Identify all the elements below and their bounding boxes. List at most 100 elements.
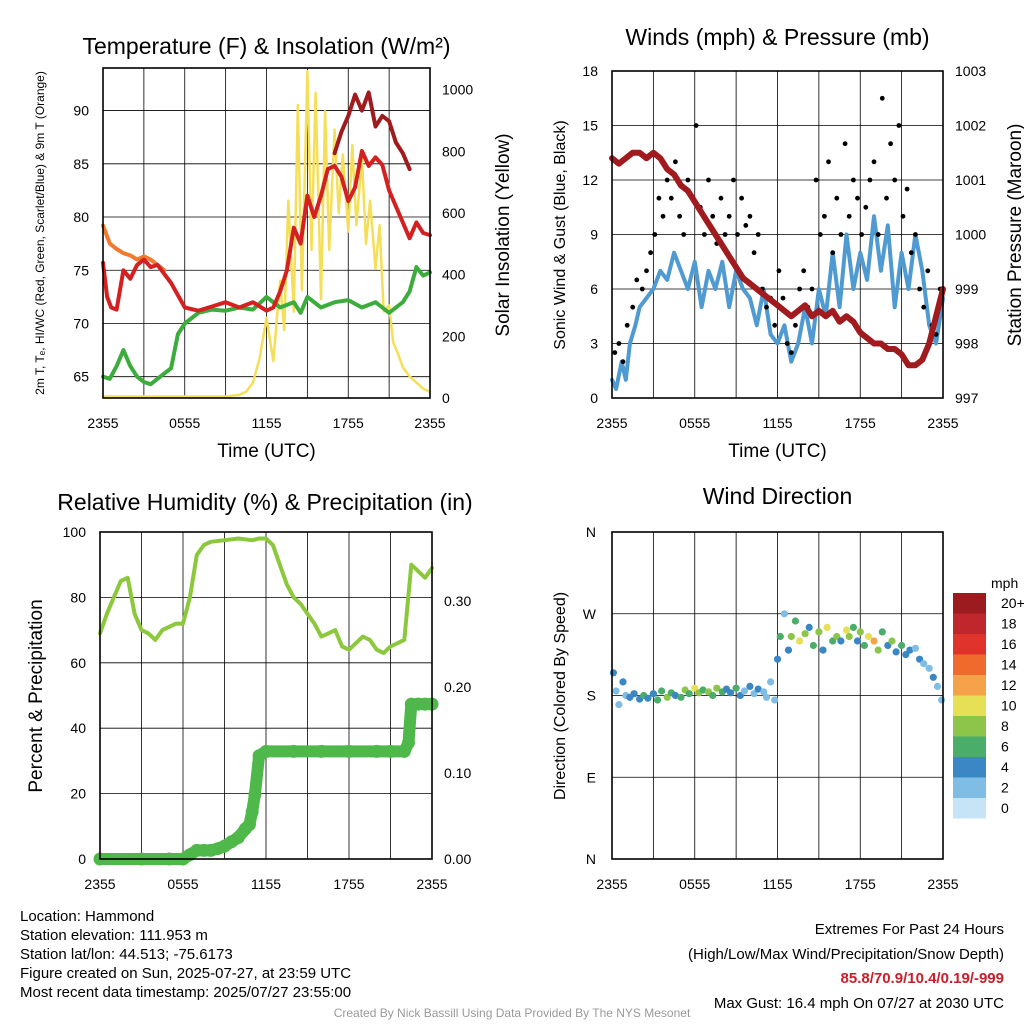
wind-direction-point: [746, 682, 754, 691]
gust-point: [743, 223, 749, 228]
gust-point: [702, 232, 707, 237]
gust-point: [681, 232, 687, 237]
legend-label: 12: [1001, 677, 1017, 693]
y-tick-label: 75: [73, 262, 89, 278]
created-text: Figure created on Sun, 2025-07-27, at 23…: [20, 965, 352, 982]
legend-swatch: [953, 634, 986, 655]
y-tick-label: S: [587, 688, 596, 704]
x-axis-label: Time (UTC): [728, 441, 827, 462]
wind-direction-point: [619, 678, 627, 686]
sonic-wind-line: [610, 214, 945, 391]
wind-direction-point: [929, 673, 937, 681]
gust-point: [630, 304, 636, 310]
x-tick-label: 0555: [679, 876, 710, 892]
y-tick-label: W: [583, 606, 597, 622]
gust-point: [888, 141, 893, 147]
wind-direction-point: [760, 688, 768, 696]
wind-direction-point: [609, 669, 618, 677]
gust-point: [616, 341, 622, 346]
x-tick-label: 2355: [84, 876, 115, 892]
x-tick-label: 2355: [927, 415, 958, 431]
wind-direction-point: [671, 691, 680, 700]
legend-swatch: [953, 757, 986, 778]
wind-direction-point: [884, 641, 892, 650]
gust-point: [879, 95, 885, 101]
y-tick-label: 12: [582, 172, 598, 188]
x-tick-label: 1155: [251, 415, 281, 431]
wind-direction-point: [819, 646, 827, 654]
wind-direction-point: [773, 655, 782, 663]
wind-direction-point: [780, 610, 789, 618]
max-gust-text: Max Gust: 16.4 mph On 07/27 at 2030 UTC: [713, 994, 1004, 1012]
gust-point: [706, 177, 711, 183]
gust-point: [685, 177, 691, 183]
wind-direction-point: [653, 696, 662, 704]
gust-point: [735, 232, 740, 237]
gust-point: [788, 350, 794, 355]
gust-point: [855, 195, 860, 201]
x-tick-label: 2355: [414, 415, 445, 431]
gust-point: [620, 359, 626, 365]
legend-label: 0: [1001, 800, 1009, 816]
y2-tick-label: 1002: [955, 118, 986, 134]
gust-point: [797, 286, 802, 292]
wind-direction-point: [874, 646, 882, 654]
gust-point: [801, 268, 807, 274]
y-tick-label: 15: [582, 118, 598, 134]
x-tick-label: 2355: [596, 876, 627, 892]
gust-point: [859, 232, 864, 237]
gust-point: [664, 177, 670, 183]
recent-text: Most recent data timestamp: 2025/07/27 2…: [20, 984, 352, 1001]
y-tick-label: 40: [70, 720, 86, 736]
y2-tick-label: 0: [442, 390, 450, 406]
gust-point: [851, 177, 856, 183]
x-tick-label: 0555: [169, 415, 200, 431]
x-tick-label: 2355: [927, 876, 958, 892]
wind-direction-point: [925, 664, 933, 672]
wind-direction-point: [685, 690, 693, 698]
legend-swatch: [953, 654, 986, 675]
plot-frame: [99, 531, 433, 860]
x-tick-label: 1155: [762, 415, 792, 431]
gust-point: [624, 322, 630, 328]
wind-direction-point: [815, 628, 823, 636]
extremes-title: Extremes For Past 24 Hours: [814, 921, 1004, 938]
y2-tick-label: 1003: [955, 63, 986, 79]
wind-direction-point: [791, 617, 800, 625]
gust-point: [634, 277, 640, 283]
gust-point: [908, 250, 914, 256]
gust-point: [863, 204, 869, 210]
y2-tick-label: 800: [442, 143, 466, 159]
wind-direction-point: [933, 682, 942, 691]
y-tick-label: 18: [582, 63, 598, 79]
x-tick-label: 2355: [596, 415, 627, 431]
x-tick-label: 2355: [87, 415, 118, 431]
gust-point: [751, 250, 757, 256]
gust-point: [900, 213, 906, 219]
gust-point: [726, 213, 732, 219]
x-tick-label: 0555: [679, 415, 710, 431]
wind-direction-point: [776, 632, 784, 641]
y2-tick-label: 999: [955, 281, 979, 297]
x-tick-label: 1755: [333, 415, 364, 431]
y-tick-label: 0: [78, 851, 86, 867]
wind-direction-point: [699, 686, 707, 694]
y2-tick-label: 0.10: [444, 765, 471, 781]
x-tick-label: 1755: [845, 415, 876, 431]
wind-direction-point: [784, 646, 793, 654]
latlon-text: Station lat/lon: 44.513; -75.6173: [20, 946, 233, 963]
y2-tick-label: 400: [442, 267, 466, 283]
gust-point: [660, 213, 666, 219]
temp-9m-line: [101, 223, 167, 273]
gust-point: [747, 213, 753, 219]
gust-point: [904, 186, 910, 192]
y2-tick-label: 1000: [955, 227, 986, 243]
legend-swatch: [953, 613, 986, 634]
legend-swatch: [953, 716, 986, 737]
wind-direction-point: [823, 623, 831, 632]
wind-direction-point: [837, 637, 845, 645]
wind-direction-point: [898, 641, 906, 650]
gust-point: [772, 322, 778, 328]
